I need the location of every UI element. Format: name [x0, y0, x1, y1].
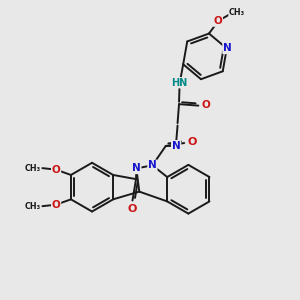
Text: N: N — [172, 141, 180, 151]
Text: N: N — [223, 44, 232, 53]
Text: N: N — [148, 160, 157, 170]
Text: CH₃: CH₃ — [229, 8, 245, 17]
Text: N: N — [132, 164, 141, 173]
Text: O: O — [214, 16, 222, 26]
Text: O: O — [127, 204, 136, 214]
Text: O: O — [52, 200, 60, 210]
Text: O: O — [188, 137, 197, 147]
Text: CH₃: CH₃ — [24, 164, 40, 172]
Text: HN: HN — [172, 78, 188, 88]
Text: CH₃: CH₃ — [24, 202, 40, 211]
Text: O: O — [52, 165, 60, 175]
Text: O: O — [201, 100, 210, 110]
